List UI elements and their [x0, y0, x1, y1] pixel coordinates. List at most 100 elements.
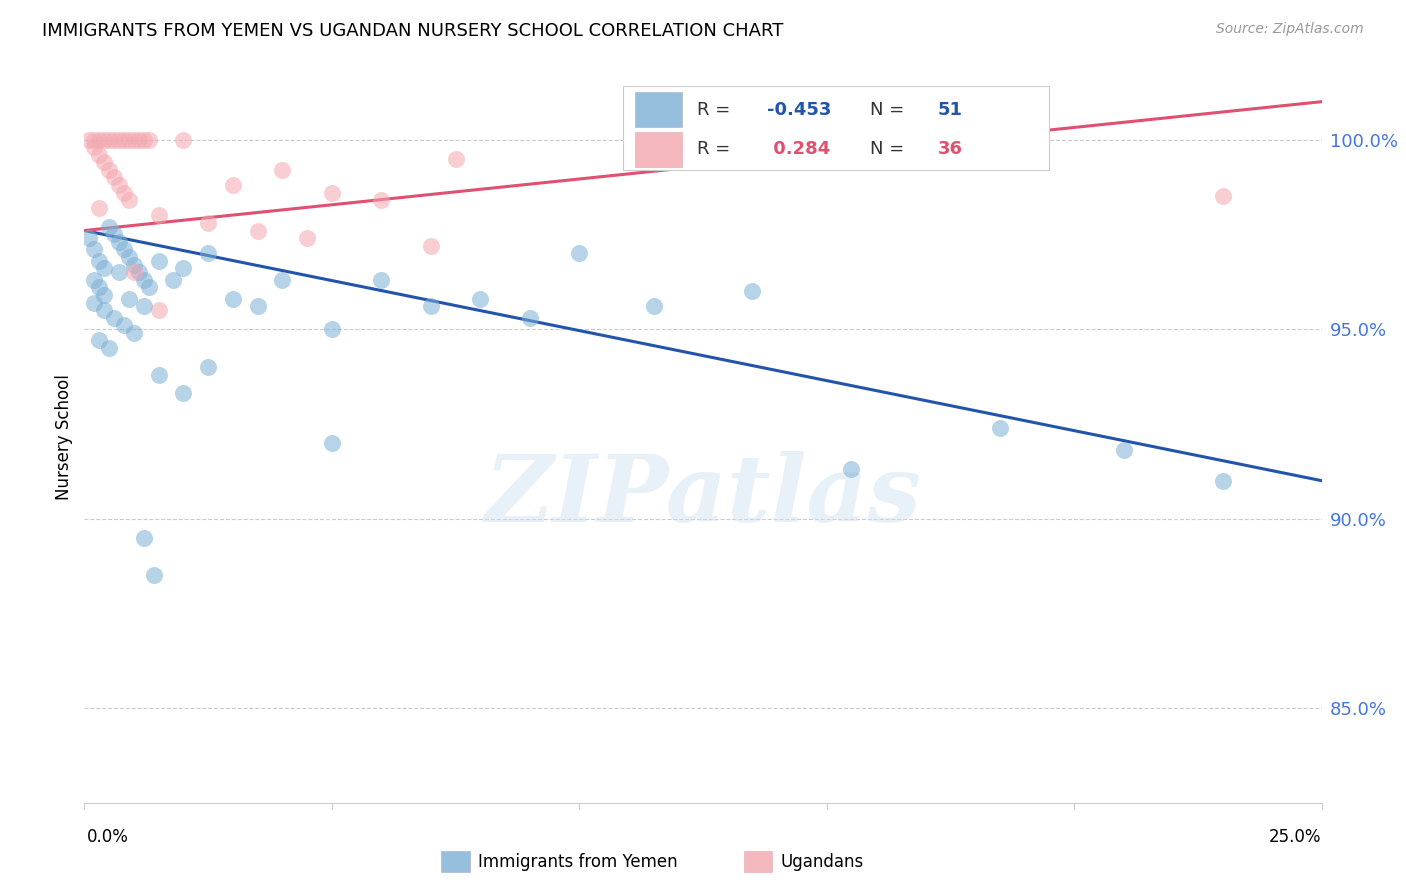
Point — [128, 265, 150, 279]
Point — [108, 265, 131, 279]
FancyBboxPatch shape — [623, 86, 1049, 170]
Text: 36: 36 — [938, 140, 963, 158]
Y-axis label: Nursery School: Nursery School — [55, 374, 73, 500]
Point — [271, 162, 294, 177]
Point — [444, 152, 467, 166]
Point — [83, 243, 105, 257]
Point — [138, 132, 160, 146]
Point — [103, 170, 125, 185]
Point — [83, 295, 105, 310]
Point — [132, 132, 155, 146]
Text: 0.0%: 0.0% — [87, 828, 129, 846]
Point — [118, 132, 141, 146]
Point — [98, 341, 121, 355]
Point — [172, 261, 194, 276]
Point — [1212, 189, 1234, 203]
Point — [1212, 474, 1234, 488]
Point — [519, 310, 541, 325]
Point — [93, 155, 115, 169]
Text: Ugandans: Ugandans — [780, 853, 863, 871]
Point — [122, 265, 145, 279]
Point — [103, 227, 125, 242]
Point — [89, 147, 111, 161]
Point — [98, 219, 121, 234]
Point — [93, 288, 115, 302]
Point — [112, 186, 135, 200]
Point — [222, 178, 245, 192]
Point — [98, 132, 121, 146]
Point — [370, 273, 392, 287]
Point — [128, 132, 150, 146]
Point — [93, 132, 115, 146]
Text: 25.0%: 25.0% — [1270, 828, 1322, 846]
Point — [295, 231, 318, 245]
Point — [197, 246, 219, 260]
Point — [98, 162, 121, 177]
Point — [138, 280, 160, 294]
Point — [83, 132, 105, 146]
Point — [103, 310, 125, 325]
Point — [222, 292, 245, 306]
Point — [470, 292, 492, 306]
Point — [132, 299, 155, 313]
Point — [1112, 443, 1135, 458]
Point — [118, 250, 141, 264]
Text: N =: N = — [870, 101, 910, 119]
Point — [197, 359, 219, 374]
Point — [370, 193, 392, 207]
Point — [108, 178, 131, 192]
Point — [108, 132, 131, 146]
Point — [246, 223, 269, 237]
Point — [118, 292, 141, 306]
Point — [988, 420, 1011, 434]
Point — [103, 132, 125, 146]
Point — [93, 303, 115, 318]
Point — [148, 368, 170, 382]
Point — [271, 273, 294, 287]
Point — [419, 299, 441, 313]
Point — [112, 132, 135, 146]
Point — [148, 303, 170, 318]
Point — [79, 231, 101, 245]
Text: 0.284: 0.284 — [768, 140, 831, 158]
Point — [148, 208, 170, 222]
Point — [132, 273, 155, 287]
Text: IMMIGRANTS FROM YEMEN VS UGANDAN NURSERY SCHOOL CORRELATION CHART: IMMIGRANTS FROM YEMEN VS UGANDAN NURSERY… — [42, 22, 783, 40]
Point — [89, 253, 111, 268]
Text: Immigrants from Yemen: Immigrants from Yemen — [478, 853, 678, 871]
Point — [112, 243, 135, 257]
Text: -0.453: -0.453 — [768, 101, 832, 119]
Point — [108, 235, 131, 249]
Point — [643, 299, 665, 313]
Point — [172, 386, 194, 401]
FancyBboxPatch shape — [636, 131, 682, 167]
Point — [122, 132, 145, 146]
Point — [83, 140, 105, 154]
Point — [321, 322, 343, 336]
Point — [93, 261, 115, 276]
Point — [741, 284, 763, 298]
Point — [841, 462, 863, 476]
Point — [112, 318, 135, 333]
Point — [197, 216, 219, 230]
Text: 51: 51 — [938, 101, 963, 119]
Point — [142, 568, 165, 582]
Point — [419, 238, 441, 252]
Text: ZIPatlas: ZIPatlas — [485, 450, 921, 541]
Text: R =: R = — [697, 140, 735, 158]
FancyBboxPatch shape — [636, 92, 682, 127]
Point — [246, 299, 269, 313]
Point — [89, 280, 111, 294]
Point — [172, 132, 194, 146]
Point — [89, 334, 111, 348]
Text: Source: ZipAtlas.com: Source: ZipAtlas.com — [1216, 22, 1364, 37]
Point — [568, 246, 591, 260]
Point — [89, 201, 111, 215]
Point — [321, 435, 343, 450]
Point — [89, 132, 111, 146]
Text: R =: R = — [697, 101, 735, 119]
Point — [132, 531, 155, 545]
Point — [83, 273, 105, 287]
Text: N =: N = — [870, 140, 910, 158]
Point — [79, 132, 101, 146]
